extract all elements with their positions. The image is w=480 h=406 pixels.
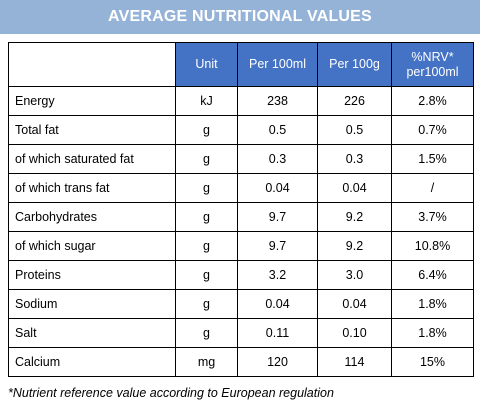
table-row: of which saturated fat g 0.3 0.3 1.5% (8, 144, 474, 174)
nutrient-unit: g (175, 173, 238, 203)
value-per-100g: 0.10 (317, 318, 392, 348)
nutrient-unit: g (175, 289, 238, 319)
value-per-100ml: 3.2 (237, 260, 318, 290)
nutrient-name: Carbohydrates (8, 202, 176, 232)
value-nrv: 1.8% (391, 318, 474, 348)
nutrient-unit: g (175, 144, 238, 174)
nutrient-unit: g (175, 231, 238, 261)
value-per-100ml: 0.3 (237, 144, 318, 174)
nutrient-unit: g (175, 260, 238, 290)
value-per-100ml: 0.04 (237, 289, 318, 319)
value-nrv: 0.7% (391, 115, 474, 145)
footnote: *Nutrient reference value according to E… (8, 386, 334, 400)
nutrient-unit: mg (175, 347, 238, 377)
table-row: of which trans fat g 0.04 0.04/ (8, 173, 474, 203)
value-per-100ml: 0.04 (237, 173, 318, 203)
nutrient-name: Salt (8, 318, 176, 348)
nutrition-table: Unit Per 100ml Per 100g %NRV* per100ml E… (8, 42, 474, 377)
table-row: Carbohydrates g 9.7 9.2 3.7% (8, 202, 474, 232)
nutrient-unit: g (175, 202, 238, 232)
header-blank-cell (8, 42, 176, 87)
value-per-100ml: 9.7 (237, 231, 318, 261)
header-unit: Unit (175, 42, 238, 87)
nutrient-unit: g (175, 115, 238, 145)
nutrient-unit: kJ (175, 86, 238, 116)
value-nrv: 10.8% (391, 231, 474, 261)
value-per-100ml: 238 (237, 86, 318, 116)
value-nrv: 2.8% (391, 86, 474, 116)
nutrient-name: Calcium (8, 347, 176, 377)
value-nrv: 1.8% (391, 289, 474, 319)
value-per-100g: 0.5 (317, 115, 392, 145)
value-nrv: 3.7% (391, 202, 474, 232)
nutrient-name: Energy (8, 86, 176, 116)
table-row: Salt g 0.11 0.10 1.8% (8, 318, 474, 348)
value-per-100g: 9.2 (317, 202, 392, 232)
table-row: Proteins g 3.2 3.0 6.4% (8, 260, 474, 290)
value-nrv: / (391, 173, 474, 203)
header-per-100g: Per 100g (317, 42, 392, 87)
value-per-100ml: 9.7 (237, 202, 318, 232)
nutrient-name: Sodium (8, 289, 176, 319)
page-title: AVERAGE NUTRITIONAL VALUES (108, 8, 372, 25)
header-nrv-line2: per100ml (406, 64, 459, 79)
value-per-100g: 0.3 (317, 144, 392, 174)
value-per-100ml: 120 (237, 347, 318, 377)
table-row: Total fat g 0.5 0.5 0.7% (8, 115, 474, 145)
nutrient-name: of which saturated fat (8, 144, 176, 174)
value-per-100g: 0.04 (317, 173, 392, 203)
value-nrv: 1.5% (391, 144, 474, 174)
value-per-100g: 226 (317, 86, 392, 116)
title-banner: AVERAGE NUTRITIONAL VALUES (0, 0, 480, 34)
table-row: of which sugar g 9.7 9.2 10.8% (8, 231, 474, 261)
nutrient-name: Proteins (8, 260, 176, 290)
value-per-100ml: 0.11 (237, 318, 318, 348)
value-per-100g: 9.2 (317, 231, 392, 261)
table-row: Energy kJ 238 226 2.8% (8, 86, 474, 116)
nutrient-name: of which sugar (8, 231, 176, 261)
nutrient-name: Total fat (8, 115, 176, 145)
table-header-row: Unit Per 100ml Per 100g %NRV* per100ml (8, 42, 474, 87)
nutrient-unit: g (175, 318, 238, 348)
value-per-100g: 114 (317, 347, 392, 377)
value-nrv: 15% (391, 347, 474, 377)
header-nrv: %NRV* per100ml (391, 42, 474, 87)
nutrient-name: of which trans fat (8, 173, 176, 203)
value-per-100ml: 0.5 (237, 115, 318, 145)
value-per-100g: 3.0 (317, 260, 392, 290)
value-per-100g: 0.04 (317, 289, 392, 319)
table-row: Sodium g 0.04 0.04 1.8% (8, 289, 474, 319)
table-row: Calcium mg 120 114 15% (8, 347, 474, 377)
header-per-100ml: Per 100ml (237, 42, 318, 87)
header-nrv-line1: %NRV* (411, 49, 454, 64)
value-nrv: 6.4% (391, 260, 474, 290)
